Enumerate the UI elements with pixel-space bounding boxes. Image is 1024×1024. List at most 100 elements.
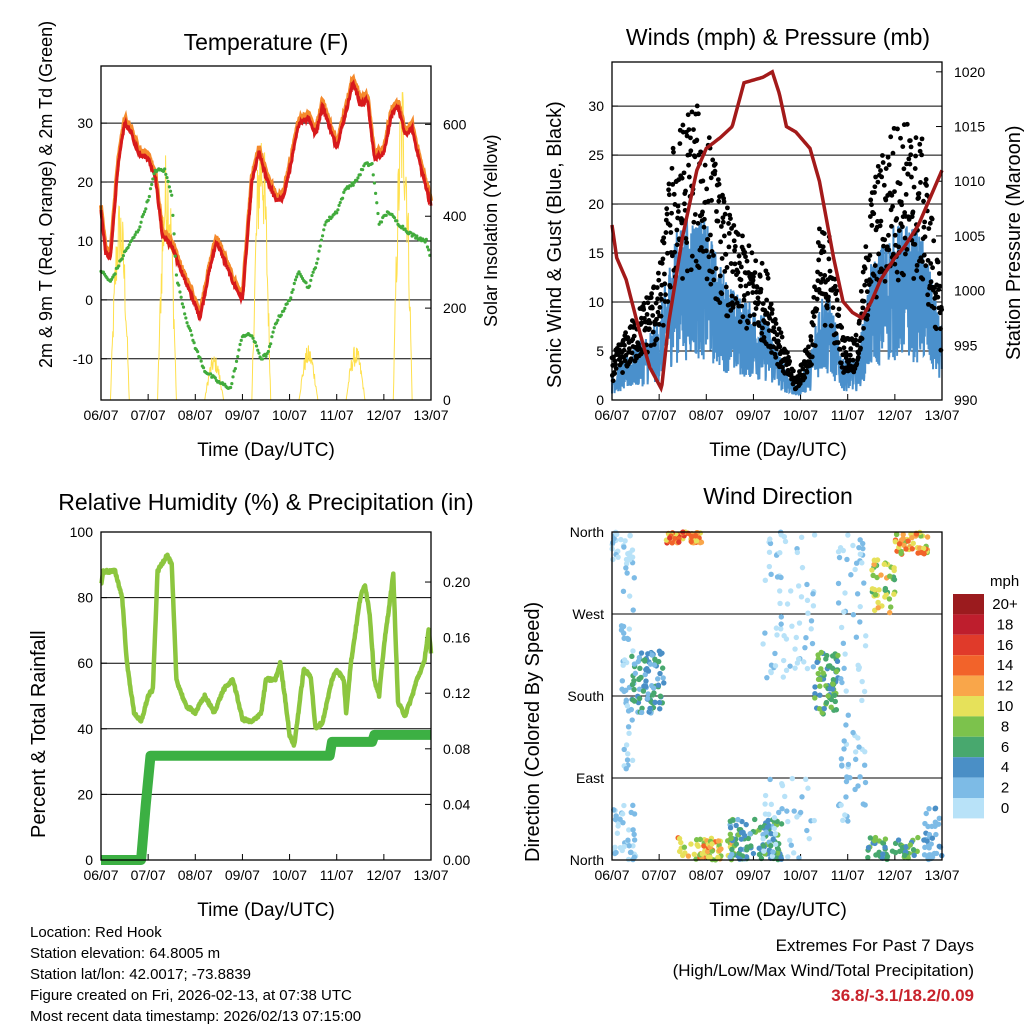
wind-direction-point (624, 570, 630, 576)
gust-point (778, 330, 784, 336)
gust-point (654, 336, 660, 342)
dewpoint-point (127, 243, 131, 247)
gust-point (667, 222, 673, 228)
wind-direction-point (782, 793, 788, 800)
gust-point (892, 232, 898, 238)
dewpoint-point (238, 342, 242, 347)
gust-point (720, 219, 726, 225)
gust-point (802, 375, 808, 381)
wind-direction-point (808, 618, 815, 624)
wind-direction-point (850, 542, 856, 549)
y-tick-label: 10 (77, 233, 93, 249)
gust-point (768, 301, 774, 307)
wind-direction-point (645, 651, 651, 657)
wind-direction-point (794, 549, 801, 556)
dewpoint-point (423, 240, 427, 244)
wind-direction-point (799, 564, 806, 571)
wind-direction-point (799, 794, 805, 800)
gust-point (677, 141, 683, 146)
wind-direction-point (610, 556, 616, 563)
dewpoint-point (199, 359, 203, 363)
y-right-tick-label: 1010 (954, 173, 985, 189)
gust-point (612, 371, 618, 376)
gust-point (660, 256, 666, 262)
gust-point (916, 191, 922, 196)
y-right-tick-label: 1005 (954, 228, 985, 244)
gust-point (879, 174, 885, 180)
gust-point (923, 177, 929, 182)
gust-point (806, 344, 811, 350)
wind-direction-point (883, 591, 889, 598)
wind-direction-point (817, 676, 823, 682)
wind-direction-point (845, 818, 851, 824)
dewpoint-point (213, 376, 217, 380)
gust-point (744, 325, 750, 331)
gust-point (858, 345, 863, 351)
legend-label: 20+ (992, 596, 1018, 613)
gust-point (860, 269, 866, 275)
wind-direction-point (630, 697, 636, 703)
gust-point (703, 248, 709, 254)
wind-direction-point (910, 540, 916, 546)
y-right-tick-label: 995 (954, 337, 978, 353)
wind-direction-point (619, 811, 626, 817)
gust-point (889, 223, 894, 229)
wind-direction-point (692, 532, 699, 539)
gust-point (764, 297, 770, 303)
wind-direction-point (909, 535, 915, 541)
dewpoint-point (201, 366, 206, 370)
gust-point (766, 328, 772, 334)
wind-direction-point (738, 830, 745, 836)
gust-point (689, 253, 695, 259)
gust-point (764, 271, 770, 277)
wind-direction-point (863, 633, 869, 639)
gust-point (719, 256, 725, 261)
legend-label: 2 (1001, 780, 1009, 797)
wind-direction-point (779, 806, 785, 812)
wind-direction-point (639, 709, 645, 716)
gust-point (862, 266, 868, 271)
wind-direction-point (886, 596, 893, 602)
wind-direction-point (876, 587, 882, 593)
gust-point (780, 364, 785, 370)
gust-point (821, 231, 827, 236)
gust-point (935, 294, 941, 300)
wind-direction-point (620, 588, 627, 595)
wind-direction-point (681, 844, 688, 850)
gust-point (935, 259, 941, 265)
gust-point (832, 283, 838, 289)
wind-direction-point (621, 544, 627, 550)
gust-point (810, 322, 816, 328)
wind-direction-point (854, 591, 861, 597)
dewpoint-point (361, 168, 365, 172)
gust-point (721, 233, 727, 239)
gust-point (894, 269, 900, 275)
wind-direction-point (857, 603, 863, 610)
gust-point (872, 184, 878, 190)
gust-point (688, 148, 694, 154)
y-tick-label: East (576, 770, 604, 786)
legend-label: 4 (1001, 759, 1009, 776)
wind-direction-point (896, 848, 903, 855)
wind-direction-point (780, 657, 787, 664)
wind-direction-point (777, 550, 783, 556)
wind-direction-point (865, 854, 871, 861)
wind-direction-point (655, 682, 662, 688)
gust-point (903, 192, 909, 197)
wind-direction-point (804, 597, 811, 604)
dewpoint-point (192, 341, 196, 345)
wind-direction-point (924, 534, 931, 540)
gust-point (725, 313, 731, 319)
wind-direction-point (871, 837, 878, 844)
gust-point (875, 163, 881, 169)
dewpoint-point (184, 316, 188, 320)
x-tick-label: 13/07 (924, 407, 959, 423)
wind-direction-point (811, 817, 817, 824)
dewpoint-point (292, 281, 296, 286)
wind-direction-point (623, 687, 629, 694)
y-tick-label: 20 (77, 174, 93, 190)
wind-direction-point (841, 665, 847, 672)
dewpoint-point (295, 275, 299, 279)
dewpoint-point (392, 216, 397, 220)
gust-point (669, 165, 675, 171)
